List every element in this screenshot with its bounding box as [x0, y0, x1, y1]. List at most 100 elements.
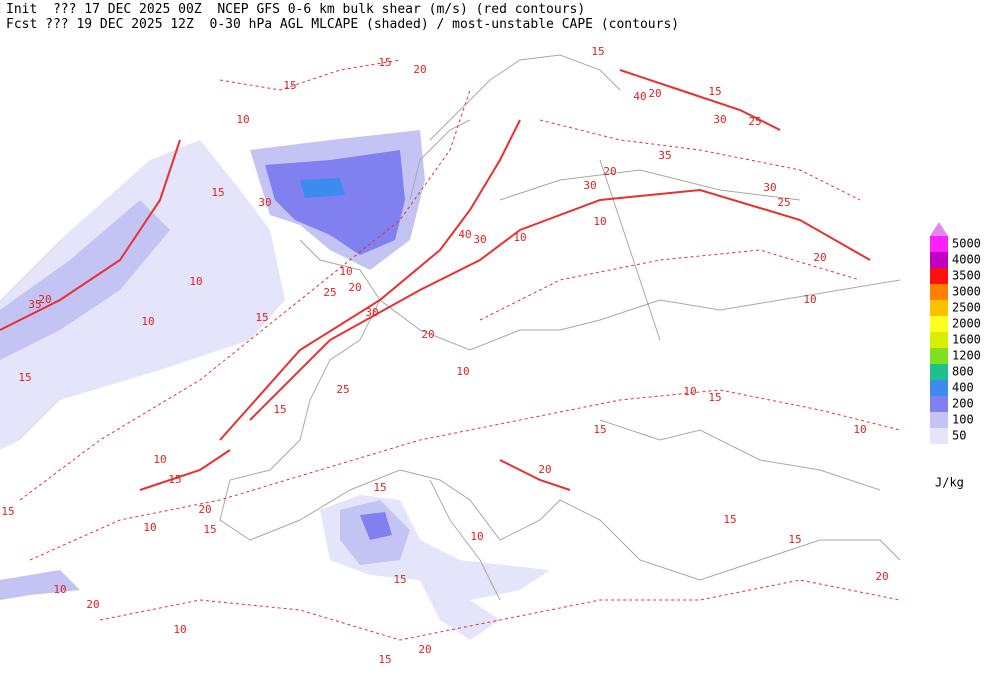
cape-area	[265, 150, 405, 255]
contour-label: 20	[813, 251, 826, 264]
legend-swatch	[930, 236, 948, 252]
contour-label: 15	[168, 473, 181, 486]
contour-label: 25	[748, 115, 761, 128]
legend-label: 50	[952, 429, 966, 443]
cape-area	[0, 570, 80, 600]
contour-label: 30	[583, 179, 596, 192]
contour-label: 10	[470, 530, 483, 543]
legend-swatch	[930, 396, 948, 412]
contour-label: 30	[763, 181, 776, 194]
contour-label: 20	[413, 63, 426, 76]
legend-label: 100	[952, 413, 974, 427]
contour-label: 15	[378, 653, 391, 666]
contour-label: 30	[365, 306, 378, 319]
contour-label: 15	[788, 533, 801, 546]
legend-swatch	[930, 348, 948, 364]
contour-label: 10	[593, 215, 606, 228]
legend-swatch	[930, 428, 948, 444]
legend-label: 4000	[952, 253, 981, 267]
cape-area	[360, 512, 392, 540]
legend-swatch	[930, 284, 948, 300]
contour-label: 25	[777, 196, 790, 209]
shear-contour	[0, 139, 181, 331]
legend-label: 3500	[952, 269, 981, 283]
shear-contour	[29, 389, 901, 561]
cape-area	[0, 200, 170, 360]
contour-label: 20	[38, 293, 51, 306]
legend-swatch	[930, 316, 948, 332]
contour-label: 15	[591, 45, 604, 58]
shear-contour	[619, 69, 781, 131]
contour-label: 10	[141, 315, 154, 328]
contour-label: 30	[713, 113, 726, 126]
contour-label: 30	[258, 196, 271, 209]
legend-label: 400	[952, 381, 974, 395]
contour-label: 15	[378, 56, 391, 69]
contour-label: 25	[336, 383, 349, 396]
contour-label: 10	[189, 275, 202, 288]
contour-label: 15	[708, 85, 721, 98]
contour-label: 20	[421, 328, 434, 341]
legend-label: 2000	[952, 317, 981, 331]
shear-contour	[99, 579, 901, 641]
legend-label: 800	[952, 365, 974, 379]
contour-label: 20	[348, 281, 361, 294]
legend-label: 1600	[952, 333, 981, 347]
cape-shading	[0, 130, 550, 640]
coastline	[219, 54, 901, 601]
contour-label: 10	[173, 623, 186, 636]
contour-label: 10	[153, 453, 166, 466]
contour-label: 20	[198, 503, 211, 516]
contour-label: 10	[513, 231, 526, 244]
contour-label: 10	[143, 521, 156, 534]
legend-label: 1200	[952, 349, 981, 363]
shear-contour	[479, 249, 861, 321]
shear-contour	[249, 188, 871, 421]
contour-label: 20	[875, 570, 888, 583]
contour-label: 10	[456, 365, 469, 378]
shear-contour	[19, 89, 471, 501]
shear-contour	[139, 449, 231, 491]
legend-label: 5000	[952, 237, 981, 251]
contour-label: 15	[203, 523, 216, 536]
shear-contours	[0, 59, 901, 641]
contour-label: 40	[633, 90, 646, 103]
contour-label: 15	[708, 391, 721, 404]
contour-label: 40	[458, 228, 471, 241]
contour-label: 30	[473, 233, 486, 246]
header-line: Init ??? 17 DEC 2025 00Z NCEP GFS 0-6 km…	[6, 2, 585, 17]
contour-label: 15	[273, 403, 286, 416]
contour-label: 10	[53, 583, 66, 596]
contour-label: 20	[648, 87, 661, 100]
contour-label: 15	[373, 481, 386, 494]
shear-contour	[539, 119, 861, 201]
contour-label: 15	[255, 311, 268, 324]
contour-label: 10	[853, 423, 866, 436]
legend-unit: J/kg	[935, 476, 964, 490]
contour-label: 35	[658, 149, 671, 162]
contour-label: 10	[803, 293, 816, 306]
contour-label: 20	[603, 165, 616, 178]
shear-contour	[219, 119, 521, 441]
cape-area	[0, 140, 285, 450]
cape-area	[300, 178, 345, 198]
contour-label: 10	[683, 385, 696, 398]
legend-label: 200	[952, 397, 974, 411]
legend-label: 3000	[952, 285, 981, 299]
contour-label: 15	[283, 79, 296, 92]
contour-label: 10	[339, 265, 352, 278]
contour-label: 15	[393, 573, 406, 586]
contour-label: 20	[538, 463, 551, 476]
legend-swatch	[930, 268, 948, 284]
legend-swatch	[930, 364, 948, 380]
legend: 50 100 200 400 800 1200 1600 2000 2500 3000 3500 40…	[930, 222, 981, 444]
coastlines	[219, 54, 901, 601]
contour-label: 35	[28, 298, 41, 311]
shear-contour	[499, 459, 571, 491]
header-line: Fcst ??? 19 DEC 2025 12Z 0-30 hPa AGL ML…	[6, 17, 679, 32]
contour-label: 15	[723, 513, 736, 526]
contour-label: 20	[418, 643, 431, 656]
